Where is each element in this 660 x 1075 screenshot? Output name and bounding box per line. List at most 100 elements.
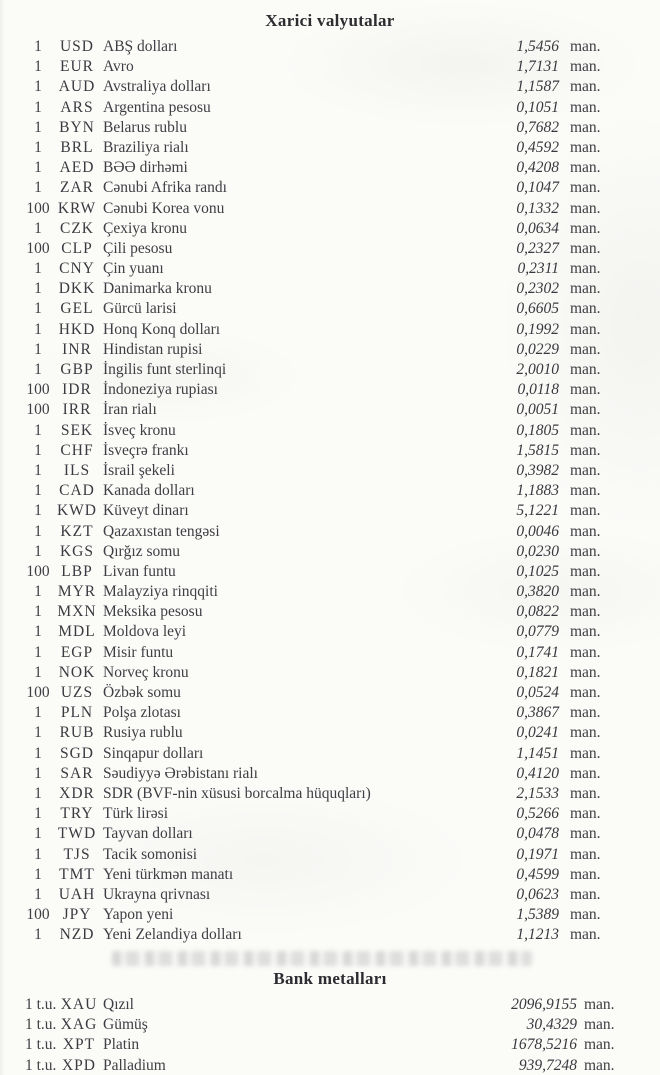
unit-label-cell: man. [570, 885, 601, 903]
currency-row: 1 XDR SDR (BVF-nin xüsusi borcalma hüquq… [0, 784, 660, 804]
currency-name-cell: BƏƏ dirhəmi [103, 159, 188, 177]
unit-label-cell: man. [570, 825, 601, 843]
unit-label-cell: man. [570, 906, 601, 924]
rate-value-cell: 0,2311 [517, 260, 559, 278]
rate-value-cell: 0,1821 [516, 663, 559, 681]
metal-row: 1 t.u. XAG Gümüş 30,4329 man. [0, 1015, 660, 1035]
currency-code-cell: AUD [58, 78, 96, 96]
unit-label-cell: man. [570, 482, 601, 500]
rate-value-cell: 2,0010 [516, 361, 559, 378]
currency-row: 1 UAH Ukrayna qrivnası 0,0623 man. [0, 885, 660, 905]
currency-code-cell: INR [62, 340, 92, 358]
currency-row: 1 NZD Yeni Zelandiya dolları 1,1213 man. [0, 925, 660, 945]
rate-value-cell: 0,0118 [517, 381, 559, 399]
currency-name-cell: Qazaxıstan tengəsi [103, 522, 220, 540]
currency-name-cell: Norveç kronu [103, 663, 189, 681]
unit-label-cell: man. [570, 562, 601, 580]
currency-name-cell: Honq Konq dolları [103, 320, 221, 338]
currency-row: 1 SGD Sinqapur dolları 1,1451 man. [0, 744, 660, 764]
currency-code-cell: NZD [59, 926, 95, 944]
currency-name-cell: Hindistan rupisi [103, 340, 203, 358]
currency-name-cell: İngilis funt sterlinqi [103, 361, 227, 378]
metal-name-cell: Qızıl [103, 996, 134, 1013]
currency-code-cell: UZS [60, 684, 94, 701]
currency-name-cell: Belarus rublu [103, 118, 187, 136]
currency-name-cell: Səudiyyə Ərəbistanı rialı [103, 764, 258, 782]
currency-name-cell: İsrail şekeli [103, 461, 175, 479]
quantity-cell: 1 [34, 603, 42, 621]
quantity-cell: 1 [34, 280, 42, 298]
unit-label-cell: man. [570, 118, 601, 136]
currency-code-cell: KGS [59, 542, 94, 560]
currency-code-cell: ZAR [60, 179, 94, 197]
quantity-cell: 1 [34, 704, 42, 722]
currency-name-cell: Rusiya rublu [103, 724, 183, 742]
currency-name-cell: Tayvan dolları [103, 825, 193, 843]
currency-code-cell: CZK [60, 219, 94, 237]
currency-row: 1 EGP Misir funtu 0,1741 man. [0, 643, 660, 663]
unit-label-cell: man. [570, 684, 601, 701]
currency-code-cell: KRW [57, 199, 97, 217]
unit-label-cell: man. [570, 300, 601, 318]
currency-name-cell: Qırğız somu [103, 542, 181, 560]
rate-value-cell: 0,2302 [516, 280, 559, 298]
quantity-cell: 1 [34, 482, 42, 500]
currency-row: 1 HKD Honq Konq dolları 0,1992 man. [0, 320, 660, 340]
quantity-cell: 1 [34, 138, 42, 156]
currency-code-cell: MDL [58, 623, 96, 641]
unit-label-cell: man. [570, 159, 601, 177]
currency-row: 1 TJS Tacik somonisi 0,1971 man. [0, 845, 660, 865]
quantity-cell: 100 [26, 401, 50, 419]
currency-code-cell: AED [59, 159, 95, 177]
currency-row: 1 ZAR Cənubi Afrika randı 0,1047 man. [0, 178, 660, 198]
currency-row: 1 CHF İsveçrə frankı 1,5815 man. [0, 441, 660, 461]
unit-label-cell: man. [570, 764, 601, 782]
currency-row: 1 SEK İsveç kronu 0,1805 man. [0, 421, 660, 441]
rate-value-cell: 0,0524 [516, 684, 559, 701]
currency-row: 1 USD ABŞ dolları 1,5456 man. [0, 37, 660, 57]
currency-code-cell: IDR [62, 381, 92, 399]
currency-code-cell: MYR [57, 583, 97, 601]
currency-name-cell: Argentina pesosu [103, 98, 211, 116]
currency-name-cell: Misir funtu [103, 643, 174, 661]
rate-value-cell: 0,4208 [516, 159, 559, 177]
unit-label-cell: man. [570, 381, 601, 399]
currency-name-cell: Sinqapur dolları [103, 744, 204, 762]
unit-label-cell: man. [570, 58, 601, 76]
metal-name-cell: Palladium [103, 1056, 166, 1074]
quantity-cell: 1 [34, 461, 42, 479]
currency-name-cell: ABŞ dolları [103, 38, 178, 55]
unit-label-cell: man. [570, 865, 601, 883]
currency-row: 1 AED BƏƏ dirhəmi 0,4208 man. [0, 158, 660, 178]
metals-table: 1 t.u. XAU Qızıl 2096,9155 man. 1 t.u. X… [0, 995, 660, 1075]
rate-value-cell: 0,1051 [516, 98, 559, 116]
currency-code-cell: CLP [61, 239, 93, 257]
rate-value-cell: 0,1741 [516, 643, 559, 661]
currency-row: 1 CZK Çexiya kronu 0,0634 man. [0, 219, 660, 239]
quantity-cell: 1 [34, 926, 42, 944]
quantity-cell: 1 [34, 340, 42, 358]
rate-value-cell: 0,1805 [516, 421, 559, 439]
rate-value-cell: 1,5815 [516, 441, 559, 459]
quantity-cell: 1 [34, 805, 42, 823]
unit-label-cell: man. [570, 784, 601, 802]
currency-row: 1 RUB Rusiya rublu 0,0241 man. [0, 723, 660, 743]
quantity-cell: 1 [34, 179, 42, 197]
currency-code-cell: UAH [58, 885, 96, 903]
rate-value-cell: 939,7248 [518, 1056, 577, 1074]
currency-row: 1 GBP İngilis funt sterlinqi 2,0010 man. [0, 360, 660, 380]
currency-name-cell: İsveç kronu [103, 421, 176, 439]
quantity-cell: 1 [34, 320, 42, 338]
unit-label-cell: man. [570, 239, 601, 257]
quantity-cell: 100 [26, 562, 50, 580]
quantity-cell: 1 [34, 583, 42, 601]
currency-name-cell: Kanada dolları [103, 482, 195, 500]
rate-value-cell: 1,1587 [516, 78, 559, 96]
rate-value-cell: 0,0241 [516, 724, 559, 742]
unit-label-cell: man. [570, 179, 601, 197]
currency-row: 100 IRR İran rialı 0,0051 man. [0, 400, 660, 420]
unit-label-cell: man. [570, 845, 601, 863]
rate-value-cell: 0,3820 [516, 583, 559, 601]
quantity-cell: 1 [34, 502, 42, 520]
currency-row: 100 IDR İndoneziya rupiası 0,0118 man. [0, 380, 660, 400]
